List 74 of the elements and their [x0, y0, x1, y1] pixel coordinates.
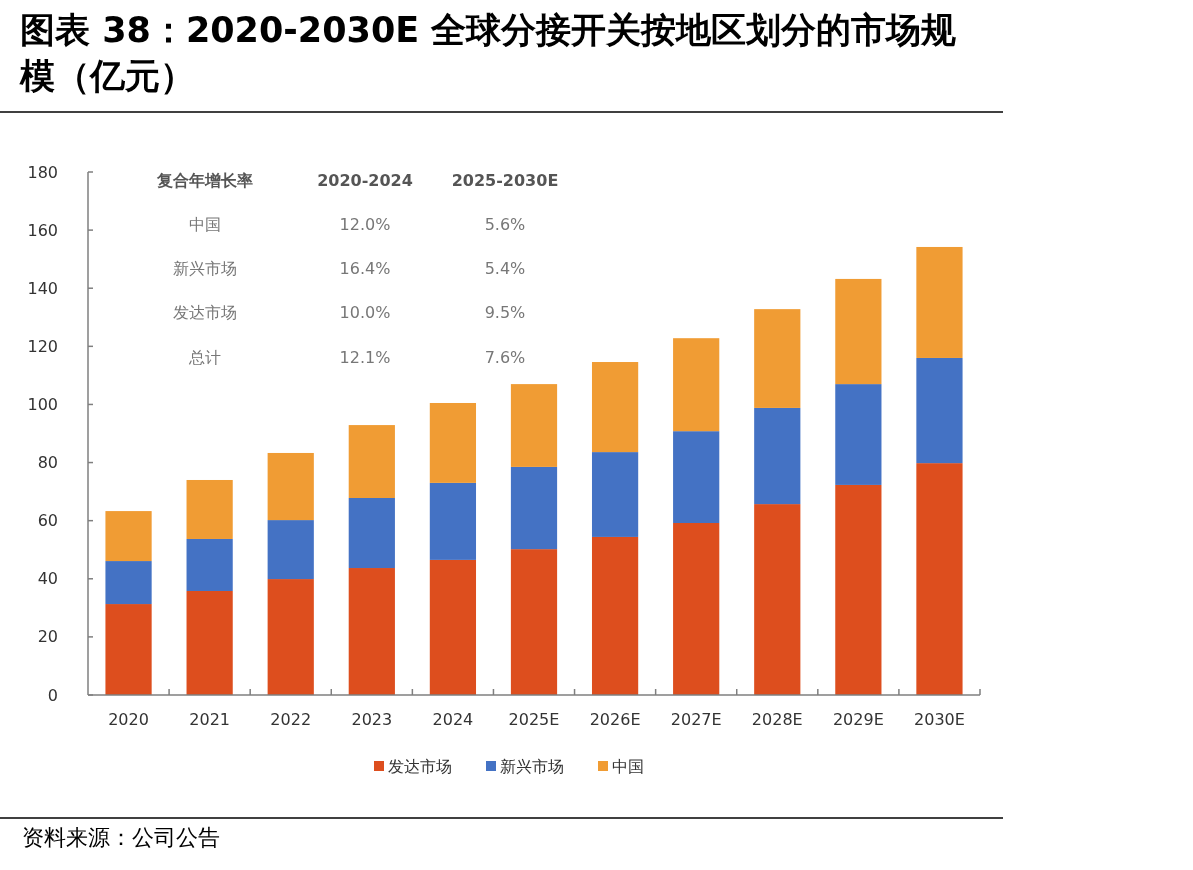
annotation: 2025-2030E	[451, 170, 559, 190]
bar	[673, 338, 720, 432]
annotation: 5.4%	[484, 258, 526, 278]
bar	[754, 309, 801, 408]
annotation: 12.1%	[339, 347, 391, 367]
y-tick-label: 100	[27, 395, 58, 415]
bar	[429, 402, 477, 483]
chart-title: 图表 38：2020-2030E 全球分接开关按地区划分的市场规模（亿元）	[19, 10, 957, 96]
bar	[835, 484, 882, 695]
bar	[591, 452, 639, 537]
y-tick-label: 180	[27, 162, 58, 182]
x-tick-label: 2028E	[751, 710, 803, 729]
bar	[348, 568, 395, 695]
bar	[267, 452, 314, 521]
bar	[916, 463, 963, 695]
bar	[510, 549, 558, 695]
annotation: 7.6%	[484, 347, 526, 367]
bar	[186, 479, 233, 539]
bar	[105, 604, 152, 695]
bar	[835, 278, 882, 385]
x-tick-label: 2026E	[589, 710, 641, 729]
annotation: 16.4%	[339, 258, 391, 278]
bar	[429, 559, 477, 695]
y-tick-label: 140	[27, 278, 58, 298]
text: 资料来源：公司公告	[22, 825, 220, 850]
bar	[591, 362, 639, 453]
y-tick-label: 20	[37, 627, 58, 647]
legend-label: 新兴市场	[500, 756, 564, 776]
annotation: 12.0%	[339, 214, 391, 234]
bar	[267, 579, 314, 695]
bar	[835, 384, 882, 485]
bar	[105, 561, 152, 605]
y-tick-label: 120	[27, 336, 58, 356]
legend-label: 发达市场	[388, 756, 452, 776]
y-tick-label: 40	[37, 569, 58, 589]
bar	[186, 538, 233, 591]
x-tick-label: 2021	[189, 710, 230, 729]
x-tick-label: 2023	[351, 710, 393, 729]
y-tick-label: 0	[47, 685, 58, 705]
annotation: 复合年增长率	[156, 170, 253, 190]
bar	[673, 431, 720, 523]
bar	[186, 590, 233, 695]
bar	[673, 522, 720, 695]
bar	[754, 407, 801, 505]
x-tick-label: 2020	[108, 710, 149, 729]
bar	[429, 482, 477, 560]
y-tick-label: 160	[27, 220, 58, 240]
x-tick-label: 2025E	[508, 710, 560, 729]
bar	[754, 504, 801, 695]
legend-label: 中国	[612, 756, 644, 776]
bar	[348, 498, 395, 569]
annotation: 2020-2024	[317, 170, 413, 190]
x-tick-label: 2029E	[832, 710, 884, 729]
bar	[510, 384, 558, 467]
y-tick-label: 60	[37, 511, 58, 531]
bar	[510, 466, 558, 550]
bar	[348, 425, 395, 498]
annotation: 中国	[189, 214, 221, 234]
x-tick-label: 2024	[432, 710, 474, 729]
annotation: 5.6%	[484, 214, 526, 234]
bar	[267, 520, 314, 580]
annotation: 10.0%	[339, 302, 391, 322]
bar	[916, 246, 963, 358]
annotation: 总计	[188, 347, 221, 367]
x-tick-label: 2022	[270, 710, 312, 729]
bar	[591, 536, 639, 695]
bar	[916, 357, 963, 464]
annotation: 发达市场	[173, 302, 237, 322]
x-tick-label: 2027E	[670, 710, 722, 729]
bar	[105, 511, 152, 562]
annotation: 新兴市场	[173, 258, 237, 278]
x-tick-label: 2030E	[914, 710, 965, 729]
y-tick-label: 80	[37, 453, 58, 473]
annotation: 9.5%	[484, 302, 526, 322]
